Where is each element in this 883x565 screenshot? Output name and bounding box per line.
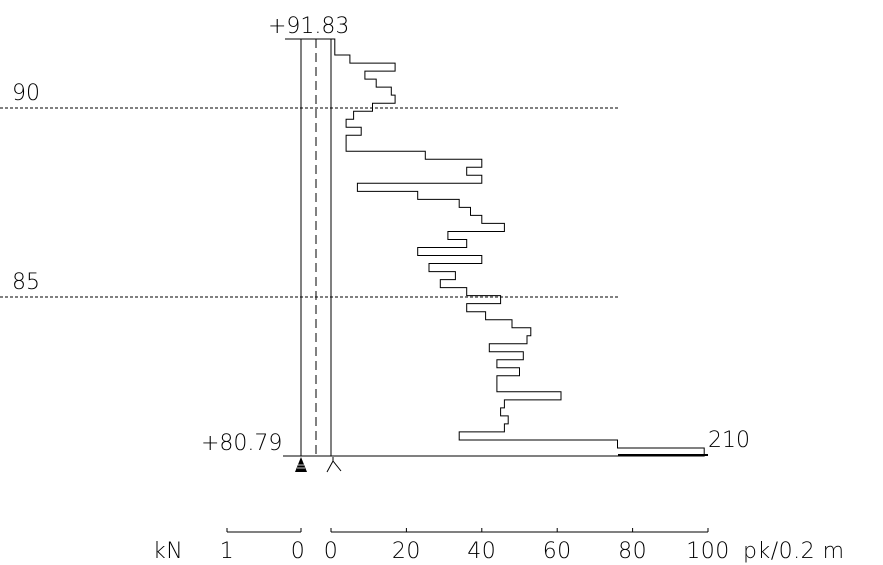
kn-unit-label: kN (153, 539, 183, 564)
depth-marker-90: 90 (0, 81, 620, 109)
pk-tick-label: 100 (686, 539, 730, 564)
pk-tick-label: 60 (543, 539, 572, 564)
kn-tick-label: 1 (220, 539, 235, 564)
kn-tick-label: 0 (291, 539, 306, 564)
scale-bar: kN 1 0 0 20 40 60 80 100 pk/0.2 m (153, 528, 845, 564)
pk-tick-label: 0 (324, 539, 339, 564)
bottom-elevation-label: +80.79 (201, 431, 282, 456)
depth-label: 90 (12, 81, 40, 106)
pk-tick-label: 20 (392, 539, 421, 564)
ground-anchor-icon (295, 457, 307, 472)
pk-scale-ticks: 0 20 40 60 80 100 (324, 528, 730, 564)
end-value-label: 210 (708, 428, 750, 453)
pk-unit-label: pk/0.2 m (743, 539, 845, 564)
pk-tick-label: 40 (467, 539, 496, 564)
probe-column (300, 39, 332, 456)
pile-tip-icon (326, 457, 342, 473)
depth-marker-85: 85 (0, 270, 620, 298)
top-elevation-label: +91.83 (268, 14, 349, 39)
depth-label: 85 (12, 270, 40, 295)
penetration-step-profile (331, 38, 705, 457)
pk-tick-label: 80 (618, 539, 647, 564)
